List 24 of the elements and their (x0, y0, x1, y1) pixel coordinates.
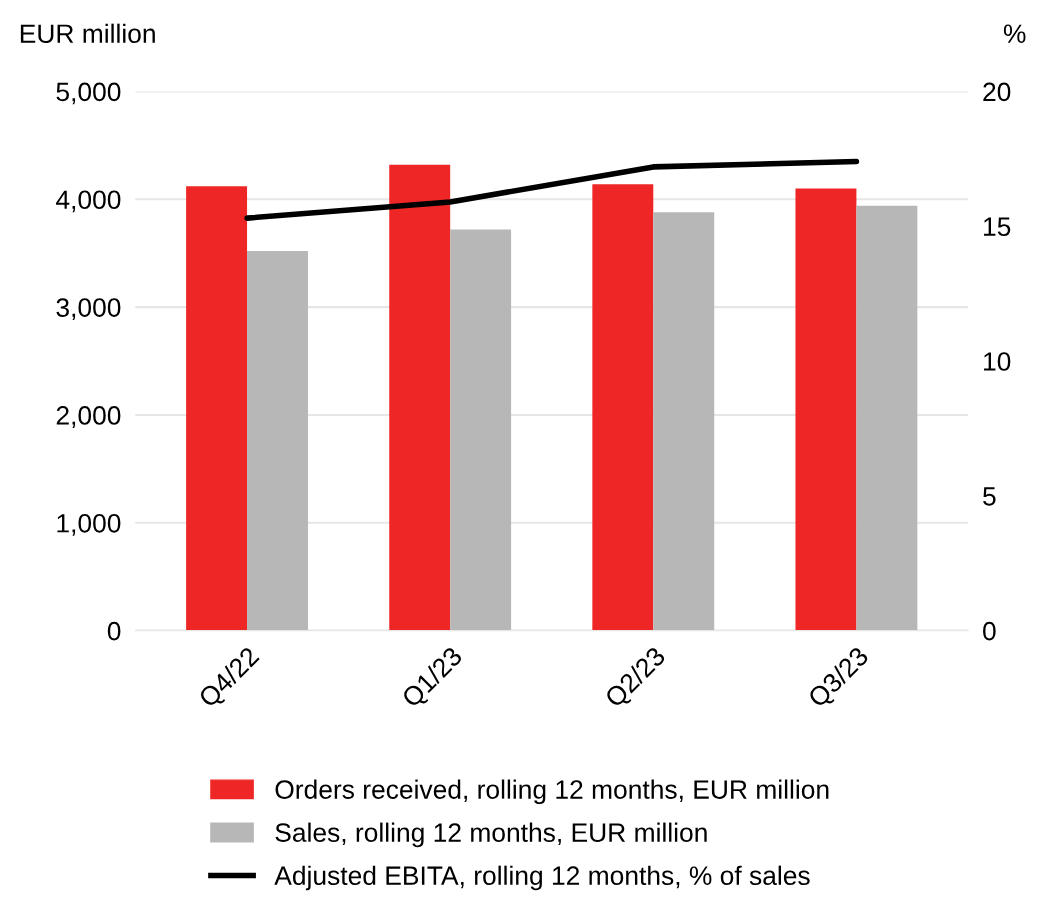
y2-tick-label: 10 (984, 352, 1011, 371)
y2-tick-label: 5 (983, 487, 996, 506)
bar (450, 229, 512, 631)
bar (389, 164, 451, 631)
y-tick-label: 3,000 (56, 298, 121, 321)
bar (856, 205, 918, 631)
y2-tick-label: 15 (984, 217, 1011, 237)
bar (592, 184, 654, 631)
y-axis-title: EUR million (20, 23, 155, 44)
legend-label: Sales, rolling 12 months, EUR million (275, 822, 707, 848)
y-tick-label: 0 (107, 621, 121, 641)
y-tick-label: 4,000 (56, 190, 121, 213)
bar (795, 188, 857, 631)
legend-label: Orders received, rolling 12 months, EUR million (275, 779, 829, 805)
bar (186, 186, 248, 631)
y-tick-label: 5,000 (56, 82, 121, 105)
y2-tick-label: 20 (983, 82, 1011, 102)
legend-label: Adjusted EBITA, rolling 12 months, % of sales (274, 865, 810, 891)
bar (247, 251, 308, 631)
y-tick-label: 2,000 (56, 406, 121, 428)
y2-tick-label: 0 (983, 621, 996, 641)
y2-axis-title: % (1003, 24, 1026, 43)
y-tick-label: 1,000 (57, 513, 121, 536)
bar (653, 212, 715, 631)
